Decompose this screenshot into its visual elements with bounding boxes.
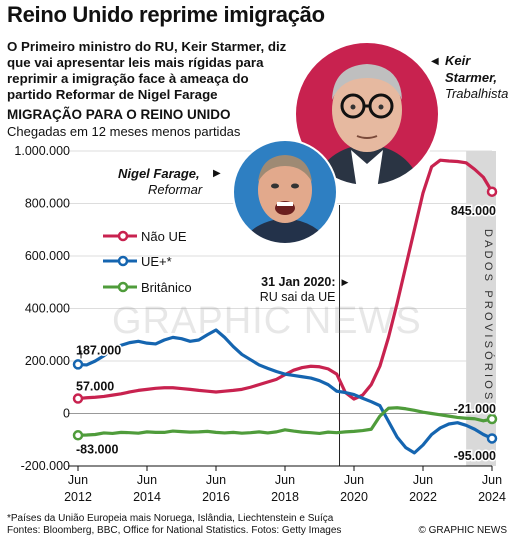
x-tick-label: Jun 2014	[133, 473, 161, 504]
starmer-portrait	[294, 41, 440, 187]
legend-label: Não UE	[141, 229, 187, 244]
series-end-label: 845.000	[451, 204, 496, 218]
farage-portrait	[232, 139, 338, 245]
starmer-pointer-icon: ◀	[431, 56, 439, 67]
series-end-label: -95.000	[454, 449, 496, 463]
x-tick-month: Jun	[482, 473, 502, 487]
series-start-point	[72, 359, 84, 370]
provisional-band-rect	[466, 151, 496, 466]
starmer-name: Keir	[445, 53, 471, 68]
series-start-label: -83.000	[76, 442, 118, 456]
legend: Não UE UE+* Britânico	[103, 229, 192, 295]
x-tick-year: 2016	[202, 490, 230, 504]
x-tick-label: Jun 2016	[202, 473, 230, 504]
brexit-marker: 31 Jan 2020: ▶ RU sai da UE	[260, 205, 349, 466]
y-tick-label: 400.000	[25, 302, 70, 316]
series-lines	[72, 158, 498, 455]
x-tick-label: Jun 2020	[340, 473, 368, 504]
x-tick-year: 2014	[133, 490, 161, 504]
x-tick-month: Jun	[206, 473, 226, 487]
series-start-point	[72, 393, 84, 404]
x-tick-month: Jun	[68, 473, 88, 487]
provisional-band: DADOS PROVISÓRIOS	[466, 151, 496, 466]
x-tick-month: Jun	[413, 473, 433, 487]
x-tick-label: Jun 2024	[478, 473, 506, 504]
x-axis: Jun 2012 Jun 2014 Jun 2016 Jun 2018 Jun 2020 Jun 20…	[64, 465, 506, 504]
legend-marker	[117, 281, 129, 293]
brexit-text: RU sai da UE	[260, 290, 336, 304]
series-end-label: -21.000	[454, 402, 496, 416]
series-start-point	[72, 430, 84, 441]
x-tick-year: 2022	[409, 490, 437, 504]
x-tick-year: 2012	[64, 490, 92, 504]
farage-pointer-icon: ▶	[213, 168, 221, 179]
y-tick-label: 600.000	[25, 249, 70, 263]
y-tick-label: -200.000	[21, 459, 70, 473]
y-tick-label: 200.000	[25, 354, 70, 368]
legend-label: Britânico	[141, 280, 192, 295]
x-tick-month: Jun	[275, 473, 295, 487]
watermark: GRAPHIC NEWS	[112, 300, 422, 342]
farage-party: Reformar	[148, 182, 203, 197]
legend-marker	[117, 255, 129, 267]
series-start-label: 57.000	[76, 380, 114, 394]
sources: Fontes: Bloomberg, BBC, Office for Natio…	[7, 525, 342, 536]
series-end-point	[486, 413, 498, 425]
x-tick-month: Jun	[344, 473, 364, 487]
x-tick-year: 2024	[478, 490, 506, 504]
footnote: *Países da União Europeia mais Noruega, …	[7, 513, 341, 537]
legend-marker	[117, 230, 129, 242]
provisional-label: DADOS PROVISÓRIOS	[482, 229, 495, 403]
starmer-name-2: Starmer,	[445, 70, 498, 85]
footnote-eu: *Países da União Europeia mais Noruega, …	[7, 513, 334, 524]
brexit-pointer-icon: ▶	[342, 277, 349, 287]
chart-subtitle: Chegadas em 12 meses menos partidas	[7, 124, 241, 139]
series-line-2	[76, 406, 494, 437]
credit: © GRAPHIC NEWS	[418, 525, 508, 536]
farage-name: Nigel Farage,	[118, 166, 200, 181]
brexit-date: 31 Jan 2020:	[261, 275, 335, 289]
series-start-label: 187.000	[76, 343, 121, 357]
value-labels: 57.000 845.000 187.000 -95.000 -83.000 -21.00…	[75, 203, 498, 465]
series-end-point	[486, 186, 498, 197]
page-title: Reino Unido reprime imigração	[7, 2, 325, 27]
lede-text: O Primeiro ministro do RU, Keir Starmer,…	[7, 39, 287, 102]
starmer-party: Trabalhista	[445, 86, 509, 101]
x-tick-label: Jun 2018	[271, 473, 299, 504]
x-tick-label: Jun 2022	[409, 473, 437, 504]
series-line-1	[76, 328, 494, 455]
chart-title: MIGRAÇÃO PARA O REINO UNIDO	[7, 107, 231, 122]
y-axis: 1.000.000 800.000 600.000 400.000 200.000 0 -2…	[14, 144, 70, 473]
legend-label: UE+*	[141, 254, 172, 269]
x-tick-year: 2020	[340, 490, 368, 504]
x-tick-label: Jun 2012	[64, 473, 92, 504]
x-tick-month: Jun	[137, 473, 157, 487]
series-end-point	[486, 433, 498, 444]
y-tick-label: 0	[63, 407, 70, 421]
y-tick-label: 800.000	[25, 197, 70, 211]
y-tick-label: 1.000.000	[14, 144, 70, 158]
x-tick-year: 2018	[271, 490, 299, 504]
